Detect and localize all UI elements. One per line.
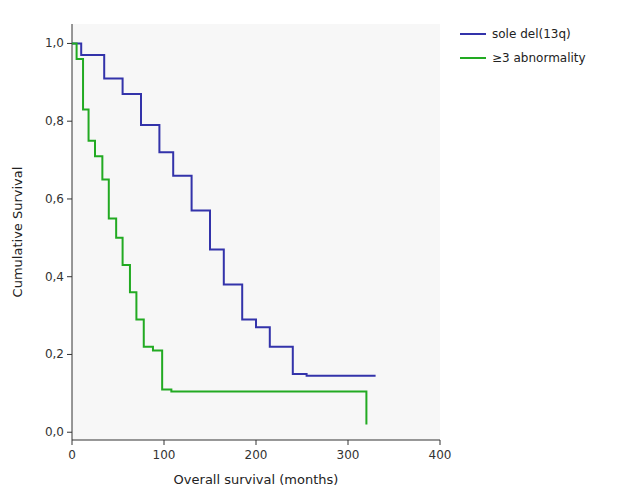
legend-label: sole del(13q) — [492, 27, 571, 41]
survival-curve — [72, 43, 366, 424]
legend: sole del(13q) ≥3 abnormality — [460, 27, 586, 65]
chart: 0 100 200 300 400 0,0 0,2 0,4 0,6 0,8 1,0 Overall s… — [0, 0, 626, 501]
x-tick — [164, 440, 165, 445]
y-axis-label: Cumulative Survival — [10, 167, 25, 298]
x-axis-label: Overall survival (months) — [174, 472, 339, 487]
legend-swatch — [460, 33, 486, 35]
y-tick-label: 0,4 — [45, 270, 64, 284]
legend-swatch — [460, 57, 486, 59]
y-tick — [67, 276, 72, 277]
y-tick — [67, 432, 72, 433]
y-tick-label: 0,0 — [45, 425, 64, 439]
x-tick-label: 100 — [153, 448, 176, 462]
x-tick-label: 200 — [245, 448, 268, 462]
y-tick-label: 0,6 — [45, 192, 64, 206]
x-tick — [256, 440, 257, 445]
y-tick-label: 1,0 — [45, 36, 64, 50]
x-tick — [72, 440, 73, 445]
y-axis-line — [72, 24, 73, 440]
legend-label: ≥3 abnormality — [492, 51, 586, 65]
y-tick — [67, 121, 72, 122]
series-group — [72, 43, 376, 424]
x-tick — [348, 440, 349, 445]
plot-area — [72, 24, 440, 440]
y-tick-label: 0,8 — [45, 114, 64, 128]
y-tick — [67, 198, 72, 199]
x-tick-label: 300 — [337, 448, 360, 462]
x-tick — [440, 440, 441, 445]
x-tick-label: 400 — [429, 448, 452, 462]
survival-curve — [72, 43, 376, 375]
y-tick-label: 0,2 — [45, 347, 64, 361]
y-tick — [67, 354, 72, 355]
x-tick-label: 0 — [68, 448, 76, 462]
y-tick — [67, 43, 72, 44]
